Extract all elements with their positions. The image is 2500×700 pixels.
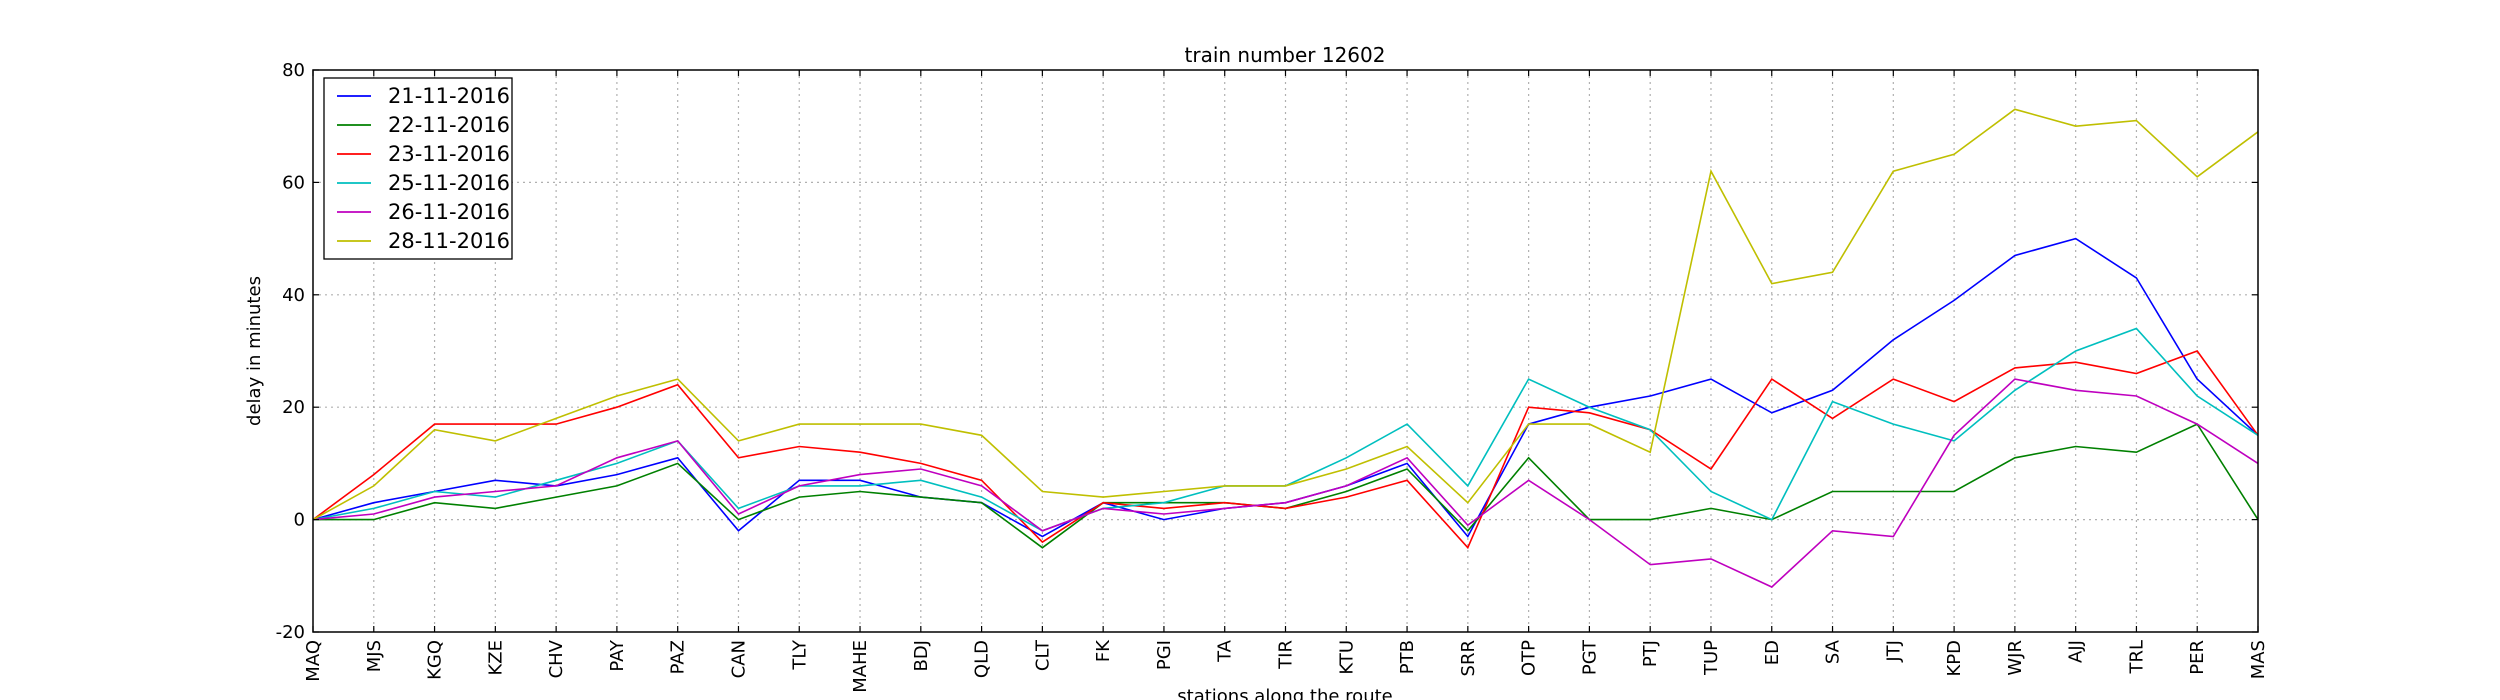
legend-label: 21-11-2016: [388, 84, 510, 108]
x-tick-label: PGI: [1154, 640, 1175, 670]
x-tick-label: PER: [2187, 640, 2208, 675]
y-tick-label: 20: [282, 397, 305, 418]
x-tick-label: KZE: [485, 640, 506, 676]
x-tick-label: TIR: [1276, 640, 1297, 670]
x-tick-label: FK: [1093, 639, 1114, 662]
x-tick-label: PAZ: [668, 640, 689, 674]
legend-label: 25-11-2016: [388, 171, 510, 195]
x-tick-label: SRR: [1458, 640, 1479, 676]
legend-label: 28-11-2016: [388, 229, 510, 253]
legend-label: 26-11-2016: [388, 200, 510, 224]
x-tick-label: MAQ: [303, 640, 324, 682]
x-axis: MAQ MJS KGQ KZE CHV PAY PAZ CAN TLY MAHE BDJ QLD CLT…: [303, 70, 2269, 693]
gridlines: [313, 70, 2258, 632]
x-tick-label: PTB: [1397, 640, 1418, 674]
x-tick-label: BDJ: [911, 640, 932, 672]
x-tick-label: CAN: [728, 640, 749, 678]
x-tick-label: PTJ: [1640, 640, 1661, 667]
x-tick-label: ED: [1762, 640, 1783, 665]
x-tick-label: JTJ: [1883, 640, 1904, 663]
x-tick-label: MJS: [364, 640, 385, 672]
y-tick-label: 0: [294, 510, 305, 531]
legend: 21-11-2016 22-11-2016 23-11-2016 25-11-2016…: [323, 77, 513, 260]
legend-label: 22-11-2016: [388, 113, 510, 137]
y-tick-label: -20: [276, 622, 305, 643]
x-tick-label: TRL: [2126, 640, 2147, 675]
x-tick-label: PAY: [607, 639, 628, 672]
x-tick-label: QLD: [972, 640, 993, 678]
y-tick-label: 40: [282, 285, 305, 306]
x-tick-label: CLT: [1032, 639, 1053, 671]
x-tick-label: PGT: [1579, 639, 1600, 675]
series-line-23-11-2016: [312, 350, 2259, 550]
x-tick-label: MAS: [2248, 640, 2269, 679]
x-tick-label: MAHE: [850, 640, 871, 693]
x-tick-label: TLY: [789, 639, 810, 671]
series-line-28-11-2016: [312, 108, 2259, 521]
y-tick-label: 80: [282, 60, 305, 81]
x-tick-label: TA: [1215, 639, 1236, 663]
x-tick-label: KGQ: [425, 640, 446, 680]
x-tick-label: SA: [1823, 639, 1844, 664]
x-tick-label: KTU: [1336, 640, 1357, 675]
x-axis-label: stations along the route: [1177, 686, 1392, 700]
x-tick-label: KPD: [1944, 640, 1965, 677]
y-axis: -20 0 20 40 60 80: [276, 60, 2258, 643]
y-axis-label: delay in minutes: [244, 276, 265, 426]
legend-box: [323, 77, 513, 260]
series-lines: [312, 108, 2259, 588]
x-tick-label: WJR: [2005, 640, 2026, 676]
series-line-26-11-2016: [312, 378, 2259, 588]
x-tick-label: TUP: [1701, 640, 1722, 676]
chart-title: train number 12602: [1185, 43, 1386, 67]
x-tick-label: OTP: [1519, 640, 1540, 676]
x-tick-label: CHV: [546, 639, 567, 678]
x-tick-label: AJJ: [2066, 640, 2087, 663]
y-tick-label: 60: [282, 172, 305, 193]
legend-label: 23-11-2016: [388, 142, 510, 166]
